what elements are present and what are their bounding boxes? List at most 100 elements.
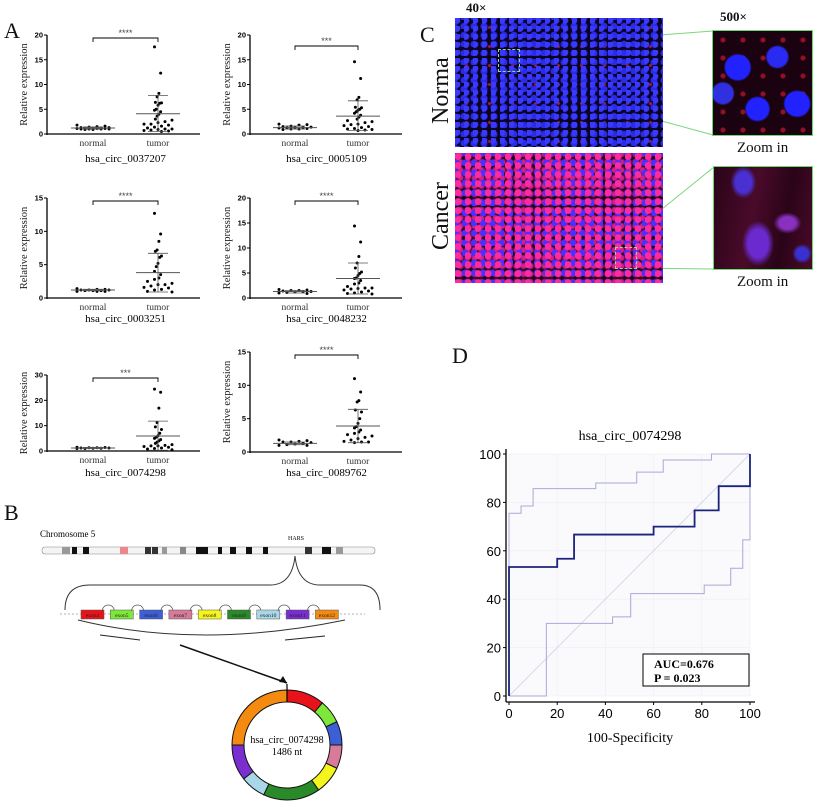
tumor-data-point: [146, 447, 149, 451]
y-tick-label: 20: [35, 396, 43, 405]
normal-data-point: [277, 291, 281, 295]
normal-data-point: [277, 443, 281, 447]
x-category-label: normal: [80, 139, 107, 149]
tumor-data-point: [158, 101, 162, 105]
y-tick-label: 20: [238, 31, 246, 40]
significance-bracket: [92, 37, 159, 42]
tumor-data-point: [359, 279, 363, 282]
tumor-data-point: [349, 438, 353, 442]
tumor-data-point: [359, 77, 363, 81]
roc-ci-upper-line: [508, 453, 750, 696]
tumor-data-point: [157, 91, 161, 95]
roc-roc-line: [508, 454, 751, 696]
tumor-data-point: [342, 288, 346, 292]
intron-splice-arc: [189, 604, 203, 612]
exon-label: exon6: [144, 613, 158, 619]
y-tick-label: 100: [479, 447, 501, 462]
micrograph-normal-zoom: [712, 30, 813, 136]
tumor-data-point: [346, 433, 349, 437]
exon-box: [168, 609, 193, 620]
backsplice-arc: [77, 619, 346, 636]
x-category-label: tumor: [347, 303, 371, 313]
normal-data-point: [75, 289, 79, 293]
tumor-data-point: [163, 283, 167, 287]
tumor-data-point: [159, 71, 163, 75]
tumor-data-point: [153, 100, 157, 104]
tumor-data-point: [359, 390, 363, 394]
normal-data-point: [277, 288, 281, 291]
exon-box: [139, 609, 163, 620]
tumor-data-point: [159, 273, 163, 277]
tumor-data-point: [358, 272, 362, 275]
y-tick-label: 20: [487, 641, 501, 656]
tumor-data-point: [160, 446, 163, 450]
intron-splice-arc: [307, 604, 320, 612]
normal-data-point: [277, 438, 281, 442]
tumor-data-point: [370, 120, 374, 124]
y-tick-label: 15: [238, 55, 246, 64]
y-tick-label: 0: [39, 130, 43, 139]
p-value: P = 0.023: [654, 671, 701, 685]
y-tick-label: 5: [39, 105, 43, 114]
tumor-data-point: [153, 387, 156, 391]
chromosome-band: [336, 547, 343, 554]
zoom-in-label-cancer: Zoom in: [737, 274, 789, 290]
significance-bracket: [92, 200, 159, 205]
micrograph-cancer-zoom: [713, 166, 813, 270]
chromosome-band: [305, 547, 312, 554]
tumor-data-point: [153, 125, 156, 129]
tumor-data-point: [353, 282, 356, 286]
row-label-cancer: Cancer: [428, 182, 454, 250]
y-tick-label: 30: [35, 371, 43, 380]
y-tick-label: 80: [487, 495, 501, 510]
circrna-length: 1486 nt: [272, 747, 303, 758]
x-tick-label: 20: [550, 706, 564, 721]
auc-value: AUC=0.676: [654, 657, 714, 671]
significance-bracket: [294, 45, 359, 50]
tumor-data-point: [153, 249, 157, 253]
chromosome-band: [162, 547, 167, 554]
normal-data-point: [305, 292, 309, 295]
chromosome-band: [263, 547, 268, 554]
normal-data-point: [281, 128, 285, 132]
significance-stars: ****: [319, 191, 334, 201]
normal-data-point: [305, 123, 309, 127]
tumor-data-point: [153, 117, 157, 121]
tumor-data-point: [170, 448, 174, 452]
x-tick-label: 100: [739, 706, 761, 721]
tumor-data-point: [159, 232, 163, 236]
exon-box: [256, 609, 281, 620]
tumor-data-point: [353, 60, 356, 64]
y-tick-label: 10: [238, 80, 246, 89]
tumor-data-point: [370, 128, 374, 132]
tumor-data-point: [357, 255, 361, 258]
row-label-normal: Norma: [428, 57, 454, 124]
significance-stars: ***: [321, 36, 332, 46]
tumor-data-point: [360, 126, 363, 130]
x-category-label: normal: [282, 457, 309, 467]
x-category-label: normal: [80, 456, 107, 466]
exon-label: exon7: [174, 613, 188, 619]
exon-label: exon4: [86, 613, 100, 619]
tumor-data-point: [367, 289, 370, 293]
panel-label-d: D: [452, 343, 468, 368]
plot-title: hsa_circ_0037207: [85, 153, 166, 165]
x-category-label: tumor: [147, 456, 171, 466]
exon-label: exon11: [290, 613, 306, 619]
y-tick-label: 5: [39, 260, 43, 269]
plot-title: hsa_circ_0048232: [286, 313, 367, 325]
x-category-label: tumor: [347, 139, 371, 149]
normal-data-point: [75, 287, 79, 291]
plot-title: hsa_circ_0089762: [286, 467, 367, 479]
x-tick-label: 0: [505, 706, 512, 721]
y-tick-label: 10: [238, 381, 246, 390]
tumor-data-point: [142, 129, 146, 133]
tumor-data-point: [353, 111, 356, 115]
intron-splice-arc: [160, 604, 174, 612]
arrow-to-circle: [179, 644, 288, 684]
y-tick-label: 10: [35, 421, 43, 430]
tumor-data-point: [153, 441, 157, 445]
tumor-data-point: [160, 287, 163, 291]
zoom-in-label-normal: Zoom in: [737, 140, 789, 156]
tumor-data-point: [367, 125, 370, 129]
